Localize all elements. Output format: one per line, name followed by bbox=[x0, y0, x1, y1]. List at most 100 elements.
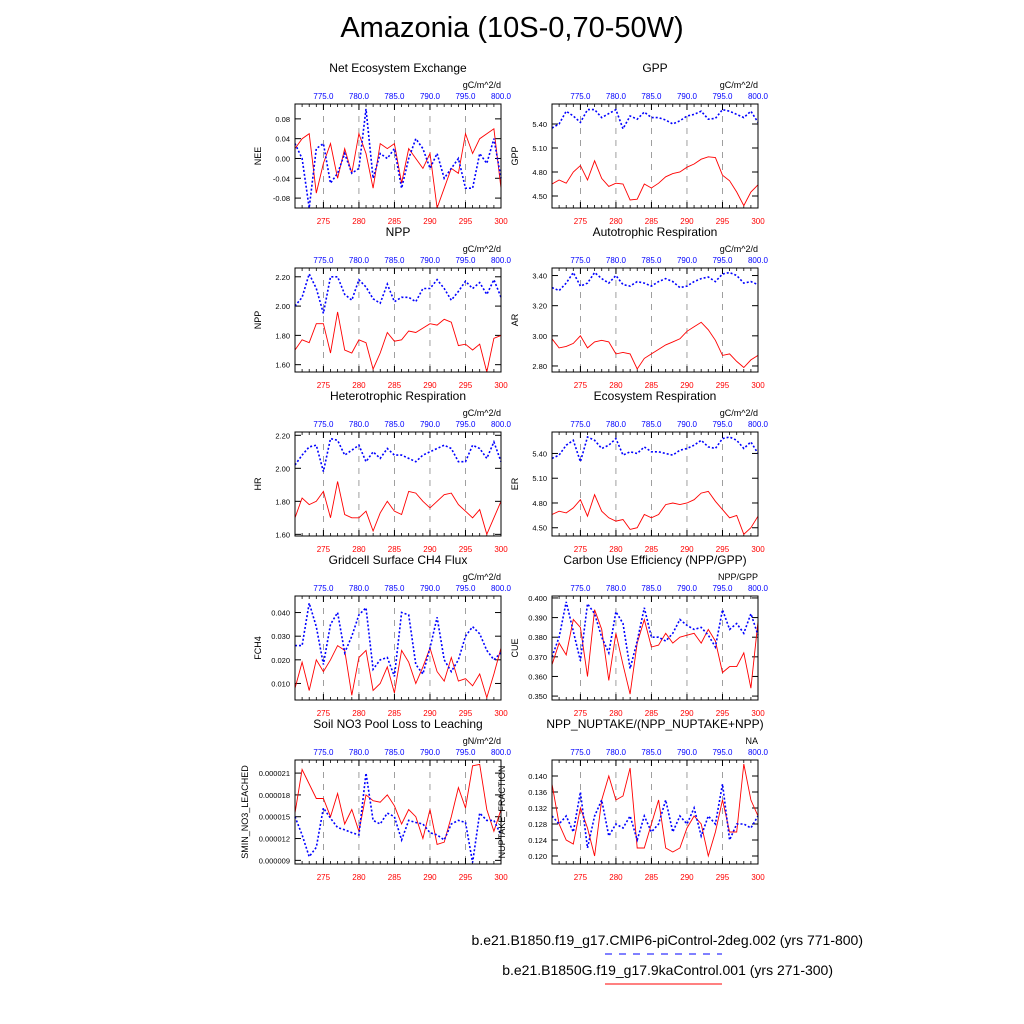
x-bottom-tick-label: 295 bbox=[716, 217, 730, 226]
x-bottom-tick-label: 275 bbox=[317, 545, 331, 554]
y-tick-label: 0.000012 bbox=[259, 835, 290, 844]
panel-frame bbox=[294, 103, 502, 209]
x-top-tick-label: 780.0 bbox=[349, 256, 370, 265]
y-tick-label: 1.60 bbox=[275, 530, 290, 539]
x-bottom-tick-label: 280 bbox=[609, 217, 623, 226]
y-tick-label: 0.000009 bbox=[259, 856, 290, 865]
y-tick-label: 0.360 bbox=[528, 672, 547, 681]
x-bottom-tick-label: 290 bbox=[680, 217, 694, 226]
x-top-tick-label: 785.0 bbox=[384, 748, 405, 757]
x-top-tick-label: 800.0 bbox=[491, 256, 512, 265]
x-top-tick-label: 775.0 bbox=[570, 92, 591, 101]
x-bottom-tick-label: 285 bbox=[645, 545, 659, 554]
x-bottom-tick-label: 280 bbox=[352, 381, 366, 390]
x-bottom-tick-label: 295 bbox=[459, 381, 473, 390]
x-top-tick-label: 785.0 bbox=[641, 256, 662, 265]
panel-title: Autotrophic Respiration bbox=[593, 225, 718, 239]
y-tick-label: 4.50 bbox=[532, 192, 547, 201]
panel-title: Soil NO3 Pool Loss to Leaching bbox=[313, 717, 482, 731]
x-top-tick-label: 775.0 bbox=[570, 256, 591, 265]
series-red-line bbox=[551, 490, 759, 536]
x-bottom-tick-label: 290 bbox=[423, 381, 437, 390]
series-red-line bbox=[294, 644, 502, 700]
panel-title: GPP bbox=[642, 61, 667, 75]
x-bottom-tick-label: 280 bbox=[609, 381, 623, 390]
y-tick-label: 0.000021 bbox=[259, 769, 290, 778]
x-top-tick-label: 795.0 bbox=[712, 748, 733, 757]
x-bottom-tick-label: 300 bbox=[494, 381, 508, 390]
x-top-tick-label: 785.0 bbox=[641, 92, 662, 101]
x-top-tick-label: 785.0 bbox=[384, 420, 405, 429]
x-bottom-tick-label: 290 bbox=[680, 381, 694, 390]
panel-5: Heterotrophic Respiration gC/m^2/d 275 280 2… bbox=[253, 389, 512, 554]
x-bottom-tick-label: 285 bbox=[645, 381, 659, 390]
x-bottom-tick-label: 275 bbox=[317, 709, 331, 718]
series-blue-line bbox=[294, 108, 502, 209]
x-bottom-tick-label: 295 bbox=[716, 381, 730, 390]
y-tick-label: 0.04 bbox=[275, 135, 290, 144]
y-axis-label: ER bbox=[510, 477, 520, 490]
series-red-line bbox=[294, 763, 502, 845]
x-bottom-tick-label: 280 bbox=[352, 709, 366, 718]
y-tick-label: 0.000015 bbox=[259, 813, 290, 822]
y-tick-label: 5.40 bbox=[532, 120, 547, 129]
panel-frame bbox=[294, 267, 502, 373]
x-bottom-tick-label: 295 bbox=[459, 873, 473, 882]
panel-9: Soil NO3 Pool Loss to Leaching gN/m^2/d 27… bbox=[240, 717, 512, 882]
panel-frame bbox=[551, 103, 759, 209]
x-top-tick-label: 775.0 bbox=[313, 256, 334, 265]
series-blue-line bbox=[551, 601, 759, 669]
y-tick-label: 0.128 bbox=[528, 820, 547, 829]
y-tick-label: 5.10 bbox=[532, 474, 547, 483]
x-top-tick-label: 795.0 bbox=[455, 256, 476, 265]
series-blue-line bbox=[551, 108, 759, 131]
x-bottom-tick-label: 275 bbox=[317, 217, 331, 226]
y-tick-label: 0.400 bbox=[528, 594, 547, 603]
panel-10: NPP_NUPTAKE/(NPP_NUPTAKE+NPP) NA 275 280 285… bbox=[497, 717, 769, 882]
series-red-line bbox=[551, 156, 759, 207]
x-bottom-tick-label: 275 bbox=[574, 873, 588, 882]
y-tick-label: 0.010 bbox=[271, 679, 290, 688]
y-tick-label: 3.40 bbox=[532, 272, 547, 281]
y-tick-label: 0.00 bbox=[275, 154, 290, 163]
x-top-tick-label: 790.0 bbox=[677, 420, 698, 429]
x-bottom-tick-label: 280 bbox=[609, 709, 623, 718]
x-top-tick-label: 800.0 bbox=[748, 748, 769, 757]
x-top-tick-label: 790.0 bbox=[677, 584, 698, 593]
x-top-tick-label: 775.0 bbox=[313, 420, 334, 429]
y-tick-label: 0.124 bbox=[528, 836, 547, 845]
x-bottom-tick-label: 275 bbox=[317, 381, 331, 390]
y-tick-label: 0.380 bbox=[528, 633, 547, 642]
x-top-tick-label: 790.0 bbox=[420, 92, 441, 101]
x-bottom-tick-label: 285 bbox=[388, 709, 402, 718]
main-title: Amazonia (10S-0,70-50W) bbox=[340, 12, 684, 44]
x-bottom-tick-label: 280 bbox=[609, 873, 623, 882]
x-bottom-tick-label: 295 bbox=[716, 545, 730, 554]
panel-units: gC/m^2/d bbox=[463, 244, 501, 254]
x-top-tick-label: 775.0 bbox=[570, 748, 591, 757]
panel-units: NA bbox=[745, 736, 758, 746]
x-top-tick-label: 785.0 bbox=[384, 584, 405, 593]
x-top-tick-label: 800.0 bbox=[748, 584, 769, 593]
x-bottom-tick-label: 290 bbox=[423, 217, 437, 226]
y-axis-label: CUE bbox=[510, 638, 520, 657]
x-bottom-tick-label: 285 bbox=[645, 217, 659, 226]
panel-units: gN/m^2/d bbox=[463, 736, 501, 746]
x-top-tick-label: 795.0 bbox=[455, 420, 476, 429]
x-top-tick-label: 785.0 bbox=[384, 256, 405, 265]
y-axis-label: SMIN_NO3_LEACHED bbox=[240, 765, 250, 859]
x-top-tick-label: 790.0 bbox=[420, 584, 441, 593]
y-tick-label: 0.140 bbox=[528, 772, 547, 781]
x-top-tick-label: 790.0 bbox=[677, 748, 698, 757]
panel-frame bbox=[294, 595, 502, 701]
x-bottom-tick-label: 290 bbox=[423, 873, 437, 882]
x-top-tick-label: 780.0 bbox=[606, 584, 627, 593]
legend-label-red: b.e21.B1850G.f19_g17.9kaControl.001 (yrs… bbox=[502, 962, 833, 978]
x-bottom-tick-label: 295 bbox=[459, 217, 473, 226]
panel-units: gC/m^2/d bbox=[463, 572, 501, 582]
y-tick-label: 0.020 bbox=[271, 656, 290, 665]
series-red-line bbox=[551, 609, 759, 695]
x-bottom-tick-label: 300 bbox=[751, 873, 765, 882]
x-bottom-tick-label: 275 bbox=[574, 709, 588, 718]
